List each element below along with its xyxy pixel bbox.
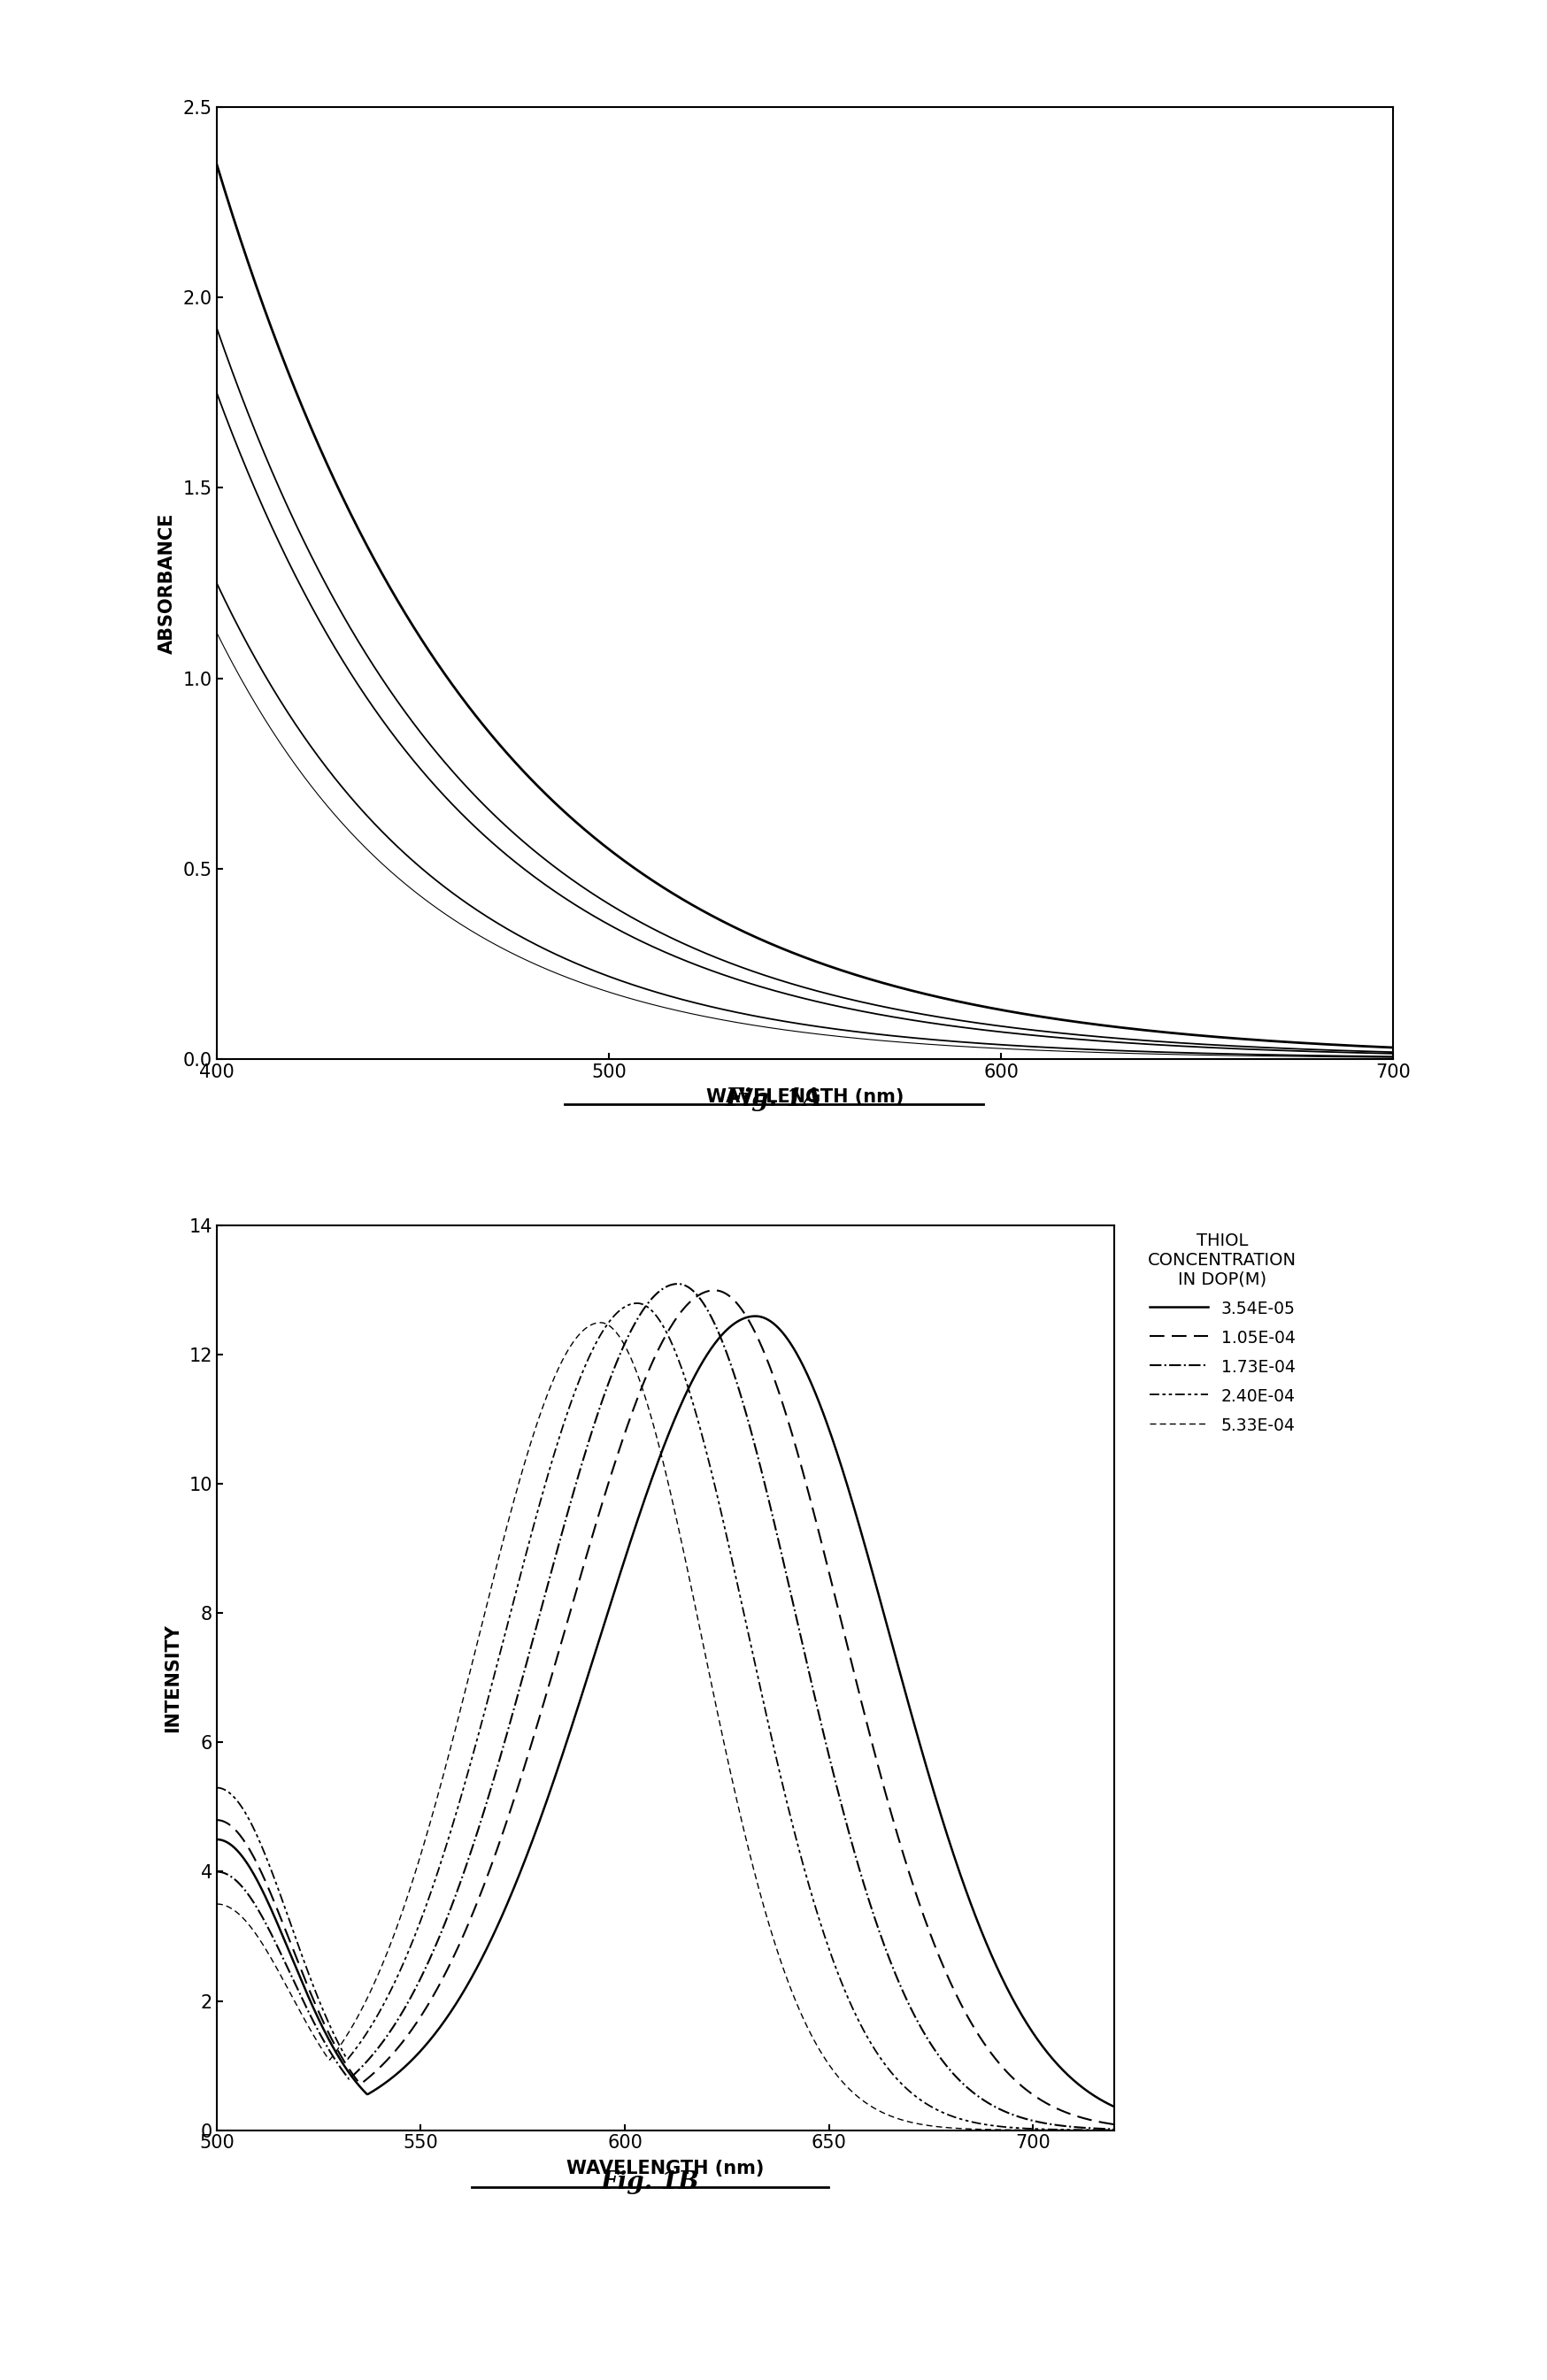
- Text: Fig. 1B: Fig. 1B: [600, 2171, 699, 2194]
- Y-axis label: INTENSITY: INTENSITY: [164, 1623, 181, 1733]
- Text: Fig. 1A: Fig. 1A: [726, 1088, 821, 1111]
- X-axis label: WAVELENGTH (nm): WAVELENGTH (nm): [705, 1088, 903, 1107]
- Legend: 3.54E-05, 1.05E-04, 1.73E-04, 2.40E-04, 5.33E-04: 3.54E-05, 1.05E-04, 1.73E-04, 2.40E-04, …: [1140, 1226, 1303, 1440]
- X-axis label: WAVELENGTH (nm): WAVELENGTH (nm): [566, 2159, 764, 2178]
- Y-axis label: ABSORBANCE: ABSORBANCE: [158, 512, 176, 655]
